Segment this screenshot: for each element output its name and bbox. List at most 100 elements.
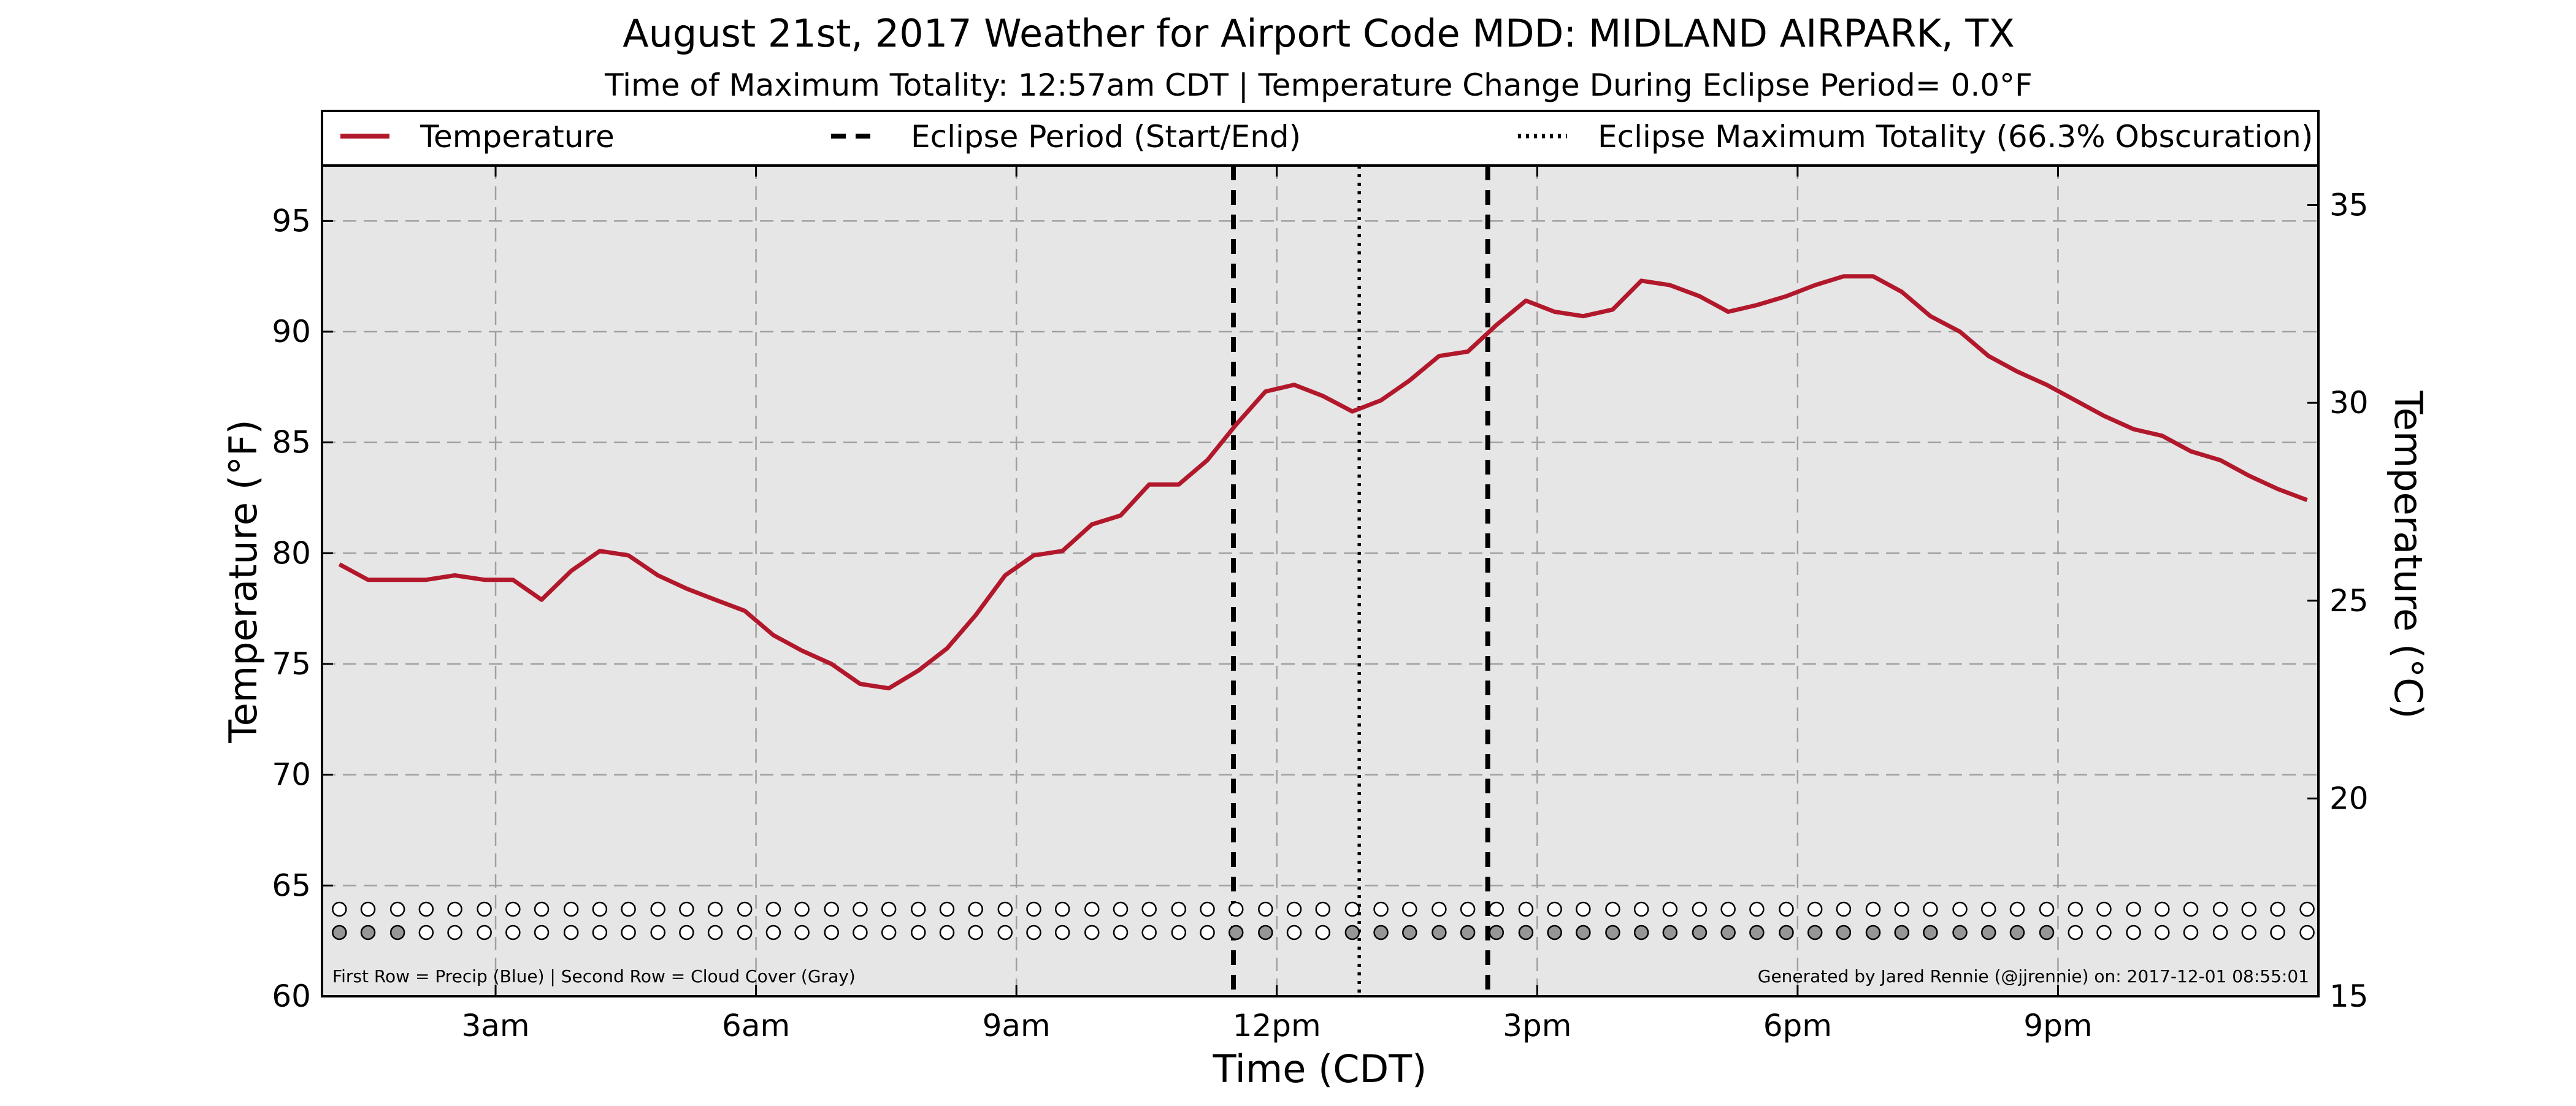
x-tick-label: 9am bbox=[983, 1008, 1051, 1043]
cloud-dot bbox=[824, 925, 839, 940]
cloud-dot bbox=[592, 925, 608, 940]
cloud-dot bbox=[360, 925, 376, 940]
eclipse-markers bbox=[1230, 166, 1490, 996]
precip-cloud-rows bbox=[332, 901, 2315, 940]
legend: Temperature Eclipse Period (Start/End) E… bbox=[321, 110, 2320, 167]
y-axis-label-right: Temperature (°C) bbox=[2386, 390, 2431, 719]
legend-label-eclipse-max: Eclipse Maximum Totality (66.3% Obscurat… bbox=[1598, 119, 2313, 154]
precip-dot bbox=[650, 901, 665, 917]
precip-dot bbox=[1662, 901, 1678, 917]
precip-dot bbox=[1402, 901, 1417, 917]
precip-dot bbox=[2096, 901, 2112, 917]
y-tick-label: 70 bbox=[272, 757, 311, 793]
cloud-dot bbox=[1258, 925, 1273, 940]
cloud-dot bbox=[2155, 925, 2170, 940]
precip-dot bbox=[2039, 901, 2055, 917]
precip-dot bbox=[1489, 901, 1505, 917]
cloud-dot bbox=[679, 925, 694, 940]
cloud-dot bbox=[794, 925, 810, 940]
precip-dot bbox=[1373, 901, 1389, 917]
legend-label-temperature: Temperature bbox=[420, 119, 615, 154]
precip-dot bbox=[997, 901, 1013, 917]
precip-dot bbox=[1228, 901, 1244, 917]
grid-lines bbox=[322, 166, 2318, 996]
precip-dot bbox=[1026, 901, 1041, 917]
y-tick-label: 60 bbox=[272, 978, 311, 1014]
cloud-dot bbox=[1720, 925, 1736, 940]
precip-dot bbox=[332, 901, 347, 917]
precip-dot bbox=[1692, 901, 1708, 917]
chart-title: August 21st, 2017 Weather for Airport Co… bbox=[623, 11, 2015, 56]
precip-dot bbox=[592, 901, 608, 917]
precip-dot bbox=[1460, 901, 1476, 917]
precip-dot bbox=[1749, 901, 1765, 917]
cloud-dot bbox=[2183, 925, 2199, 940]
cloud-dot bbox=[1749, 925, 1765, 940]
y2-tick-label: 30 bbox=[2329, 385, 2369, 421]
precip-dot bbox=[1084, 901, 1100, 917]
x-axis-label: Time (CDT) bbox=[1213, 1047, 1427, 1091]
precip-dot bbox=[1432, 901, 1447, 917]
cloud-dot bbox=[737, 925, 753, 940]
cloud-dot bbox=[1692, 925, 1708, 940]
precip-dot bbox=[447, 901, 462, 917]
cloud-dot bbox=[1373, 925, 1389, 940]
precip-dot bbox=[389, 901, 405, 917]
precip-dot bbox=[911, 901, 926, 917]
cloud-dot bbox=[2126, 925, 2141, 940]
cloud-dot bbox=[1315, 925, 1330, 940]
cloud-dot bbox=[1952, 925, 1968, 940]
plot-area bbox=[322, 166, 2318, 996]
cloud-dot bbox=[1460, 925, 1476, 940]
cloud-dot bbox=[1633, 925, 1649, 940]
y2-tick-label: 25 bbox=[2329, 583, 2369, 619]
y-tick-label: 80 bbox=[272, 535, 311, 571]
precip-dot bbox=[737, 901, 753, 917]
precip-dot bbox=[2241, 901, 2257, 917]
cloud-dot bbox=[505, 925, 521, 940]
cloud-dot bbox=[1171, 925, 1187, 940]
cloud-dot bbox=[2068, 925, 2083, 940]
cloud-dot bbox=[1402, 925, 1417, 940]
cloud-dot bbox=[1286, 925, 1302, 940]
cloud-dot bbox=[2096, 925, 2112, 940]
precip-dot bbox=[1605, 901, 1620, 917]
precip-dot bbox=[1720, 901, 1736, 917]
precip-dot bbox=[1894, 901, 1909, 917]
cloud-dot bbox=[534, 925, 550, 940]
cloud-dot bbox=[997, 925, 1013, 940]
cloud-dot bbox=[1865, 925, 1881, 940]
x-axis: 3am 6am 9am 12pm 3pm 6pm 9pm bbox=[461, 166, 2093, 1043]
cloud-dot bbox=[477, 925, 492, 940]
precip-dot bbox=[477, 901, 492, 917]
precip-dot bbox=[1113, 901, 1129, 917]
precip-dot bbox=[1633, 901, 1649, 917]
cloud-dot bbox=[2270, 925, 2285, 940]
precip-dot bbox=[1054, 901, 1070, 917]
x-tick-label: 9pm bbox=[2023, 1008, 2092, 1043]
precip-dot bbox=[2068, 901, 2083, 917]
precip-dot bbox=[1315, 901, 1330, 917]
precip-dot bbox=[418, 901, 434, 917]
precip-dot bbox=[1576, 901, 1591, 917]
cloud-dot bbox=[1836, 925, 1852, 940]
x-tick-label: 6am bbox=[722, 1008, 790, 1043]
precip-dot bbox=[2155, 901, 2170, 917]
cloud-dot bbox=[1923, 925, 1938, 940]
x-tick-label: 3am bbox=[461, 1008, 529, 1043]
precip-dot bbox=[968, 901, 983, 917]
cloud-dot bbox=[1141, 925, 1157, 940]
x-tick-label: 12pm bbox=[1233, 1008, 1321, 1043]
y-tick-label: 90 bbox=[272, 314, 311, 349]
precip-dot bbox=[679, 901, 694, 917]
cloud-dot bbox=[939, 925, 955, 940]
chart-subtitle: Time of Maximum Totality: 12:57am CDT | … bbox=[604, 67, 2033, 103]
precip-dot bbox=[707, 901, 723, 917]
precip-dot bbox=[1171, 901, 1187, 917]
precip-dot bbox=[1141, 901, 1157, 917]
cloud-dot bbox=[1605, 925, 1620, 940]
precip-dot bbox=[2299, 901, 2315, 917]
precip-dot bbox=[1865, 901, 1881, 917]
legend-box bbox=[321, 110, 2320, 167]
